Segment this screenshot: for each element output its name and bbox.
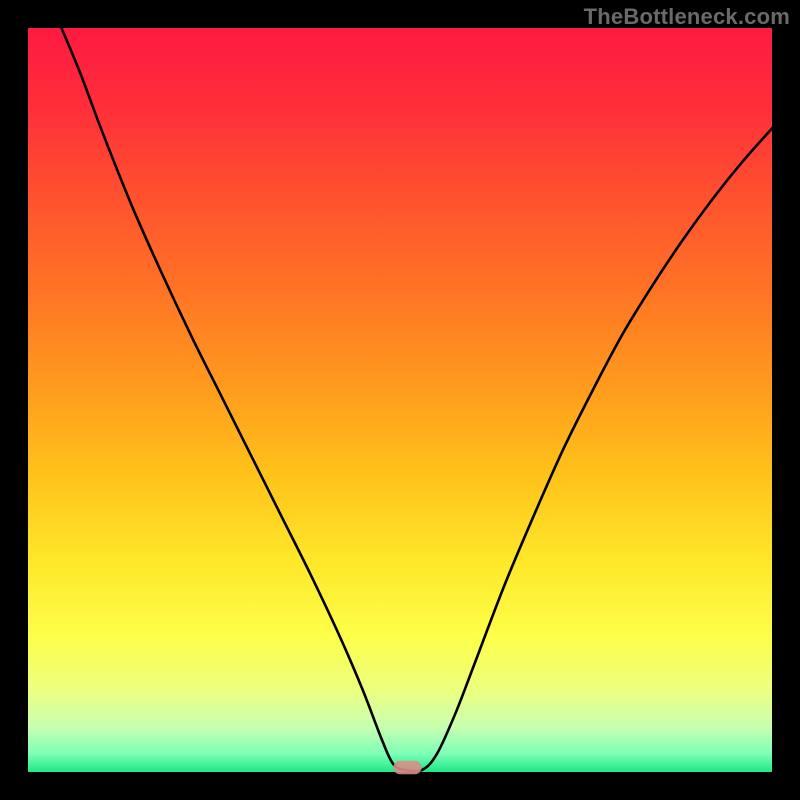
optimal-point-marker	[393, 761, 421, 774]
plot-background-gradient	[28, 28, 772, 772]
chart-container: TheBottleneck.com	[0, 0, 800, 800]
bottleneck-chart	[0, 0, 800, 800]
watermark-text: TheBottleneck.com	[584, 4, 790, 30]
